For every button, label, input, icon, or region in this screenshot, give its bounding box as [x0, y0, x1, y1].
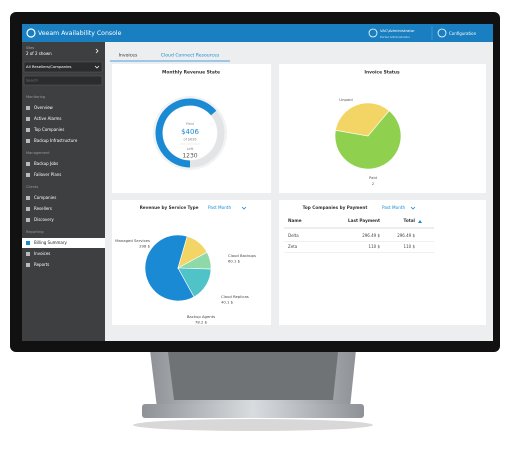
pie-value: 60.1 $: [228, 259, 241, 264]
nav-icon: [26, 196, 30, 200]
card-title: Top Companies by Payment: [303, 205, 368, 210]
pie-label: Backup Agents: [187, 314, 215, 319]
card-title: Invoice Status: [364, 70, 400, 76]
scope-caret: [94, 65, 100, 69]
pie-label: Unpaid: [339, 97, 353, 102]
pie-slice: [335, 102, 390, 137]
section-title: Monitoring: [26, 95, 45, 99]
table-cell: 110 $: [369, 244, 381, 249]
nav-icon: [26, 128, 30, 132]
nav-icon: [26, 173, 30, 177]
scope-box[interactable]: [23, 61, 103, 73]
period-caret[interactable]: [410, 206, 416, 210]
user-role: Portal Administrator: [380, 35, 411, 39]
pie-value: 78.2 $: [195, 320, 208, 325]
tab[interactable]: Invoices: [119, 53, 138, 59]
nav-item[interactable]: Resellers: [34, 206, 52, 211]
table-cell: 296.49 $: [397, 233, 415, 238]
user-name: VAC\Administrator: [380, 28, 415, 33]
nav-icon: [26, 139, 30, 143]
pie-slice: [177, 267, 212, 298]
nav-item[interactable]: Backup Infrastructure: [34, 138, 78, 143]
pie-value: 2: [372, 181, 375, 186]
nav-item[interactable]: Overview: [34, 105, 54, 110]
pie-slice: [334, 110, 402, 170]
pie-label: Managed Services: [115, 238, 150, 243]
sites-label: Sites: [26, 46, 35, 50]
pie-slice: [144, 234, 195, 302]
table-cell: 296.49 $: [362, 233, 380, 238]
section-title: Management: [26, 151, 50, 155]
nav-active: [22, 238, 105, 248]
period[interactable]: Past Month: [208, 205, 232, 210]
gauge-total: of $636: [184, 138, 197, 142]
period-caret[interactable]: [241, 206, 247, 210]
tab[interactable]: Cloud Connect Resources: [161, 53, 220, 59]
column-header[interactable]: Last Payment: [348, 218, 380, 223]
table-cell: Delta: [288, 233, 299, 238]
gauge-arc: [155, 98, 217, 168]
nav-icon: [26, 207, 30, 211]
user-icon: [368, 28, 378, 38]
table-cell: 110 $: [404, 244, 416, 249]
nav-icon: [26, 218, 30, 222]
nav-item[interactable]: Active Alarms: [34, 116, 62, 121]
section-title: Reporting: [26, 230, 43, 234]
scope: All Resellers/Companies: [26, 64, 72, 69]
nav-icon: [26, 117, 30, 121]
logo: [26, 28, 36, 38]
sites-arrow[interactable]: [95, 48, 99, 54]
app-title: Veeam Availability Console: [38, 30, 122, 37]
sidebar: [22, 42, 105, 341]
card: [279, 200, 486, 325]
pie-value: 40.1 $: [221, 300, 234, 305]
config-link[interactable]: Configuration: [449, 31, 477, 36]
pie-label: Paid: [369, 175, 378, 180]
column-header[interactable]: Name: [288, 218, 302, 223]
nav-icon: [26, 162, 30, 166]
stand-base: [142, 404, 364, 418]
table-cell: Zeta: [288, 244, 298, 249]
nav-icon: [26, 241, 30, 245]
period[interactable]: Past Month: [382, 205, 406, 210]
gauge-paid: $406: [181, 128, 199, 136]
column-header[interactable]: Total: [404, 218, 416, 223]
sites-count: 2 of 2 shown: [26, 51, 52, 56]
nav-icon: [26, 252, 30, 256]
header-bar: [22, 24, 493, 42]
gauge-caption: Left: [187, 147, 194, 151]
section-title: Clients: [26, 185, 38, 189]
sort-arrow[interactable]: [418, 220, 422, 223]
stand-gap: [168, 352, 338, 400]
nav-item[interactable]: Top Companies: [33, 127, 64, 132]
nav-item[interactable]: Reports: [34, 262, 49, 267]
search: Search: [26, 79, 38, 83]
search-box[interactable]: [23, 75, 103, 86]
gauge-left: 1230: [182, 153, 197, 160]
config-icon[interactable]: [437, 28, 447, 38]
stand-shadow: [133, 419, 373, 431]
nav-icon: [26, 263, 30, 267]
nav-item[interactable]: Discovery: [34, 217, 54, 222]
nav-item[interactable]: Billing Summary: [34, 240, 67, 245]
pie-value: 298 $: [139, 244, 150, 249]
nav-item[interactable]: Invoices: [34, 251, 50, 256]
pie-label: Cloud Backups: [228, 253, 256, 258]
nav-item[interactable]: Backup Jobs: [34, 161, 58, 166]
card-title: Revenue by Service Type: [140, 205, 199, 210]
pie-label: Cloud Replicas: [221, 294, 249, 299]
nav-item[interactable]: Companies: [34, 195, 56, 200]
gauge-center: [163, 106, 217, 160]
gauge-caption: Paid: [186, 122, 194, 126]
nav-icon: [26, 106, 30, 110]
card-title: Monthly Revenue State: [162, 70, 220, 76]
nav-item[interactable]: Failover Plans: [34, 172, 61, 177]
